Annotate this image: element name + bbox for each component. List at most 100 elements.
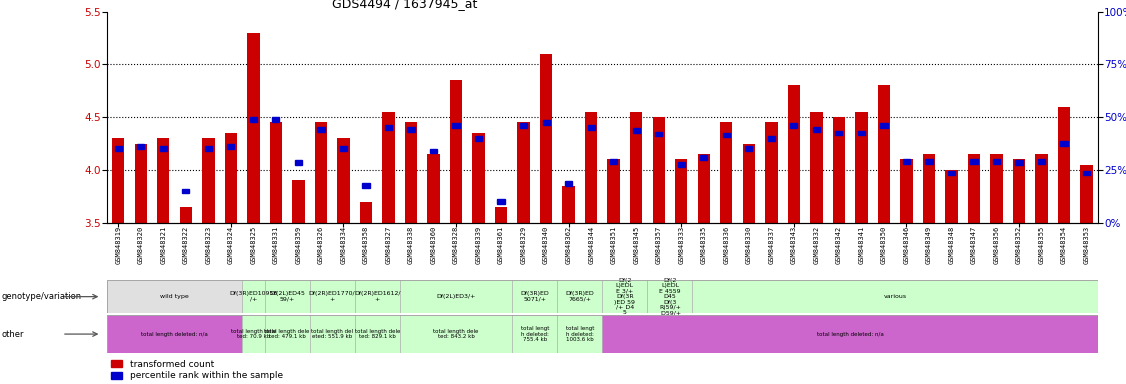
Bar (993, 159, 1000, 164)
Bar (926, 159, 932, 164)
Bar (835, 131, 842, 135)
Bar (540, 54, 552, 223)
Bar (903, 159, 910, 164)
Text: GSM848324: GSM848324 (227, 226, 234, 264)
Bar (766, 122, 778, 223)
Bar (113, 138, 124, 223)
Text: GSM848343: GSM848343 (790, 226, 797, 264)
Text: GSM848327: GSM848327 (385, 226, 392, 264)
Text: GSM848336: GSM848336 (723, 226, 730, 264)
Text: Df(2R)ED1770/
+: Df(2R)ED1770/ + (309, 291, 356, 302)
Bar (318, 127, 324, 132)
Bar (948, 171, 955, 175)
Bar (203, 138, 215, 223)
Bar (858, 131, 865, 135)
Bar (225, 133, 236, 223)
Text: GSM848331: GSM848331 (272, 226, 279, 264)
Bar (518, 122, 530, 223)
Text: total length dele
ted: 843.2 kb: total length dele ted: 843.2 kb (434, 329, 479, 339)
Text: GSM848358: GSM848358 (363, 226, 369, 264)
Bar (400, 280, 512, 313)
Text: Df(2
L)EDL
E 4559
D45
Df(3
R)59/+
 D59/+: Df(2 L)EDL E 4559 D45 Df(3 R)59/+ D59/+ (659, 278, 681, 315)
Bar (1058, 107, 1070, 223)
Text: GSM848349: GSM848349 (926, 226, 932, 264)
Bar (310, 280, 355, 313)
Bar (676, 159, 687, 223)
Bar (1016, 160, 1022, 165)
Bar (158, 138, 169, 223)
Text: GSM848341: GSM848341 (858, 226, 865, 264)
Text: GSM848322: GSM848322 (182, 226, 189, 264)
Bar (338, 138, 349, 223)
Bar (400, 315, 512, 353)
Bar (453, 123, 459, 128)
Bar (602, 315, 1098, 353)
Bar (678, 162, 685, 167)
Bar (355, 280, 400, 313)
Text: Df(3R)ED10953
/+: Df(3R)ED10953 /+ (230, 291, 277, 302)
Text: GSM848361: GSM848361 (498, 226, 504, 264)
Text: GSM848345: GSM848345 (633, 226, 640, 264)
Text: total length dele
ted: 829.1 kb: total length dele ted: 829.1 kb (355, 329, 400, 339)
Bar (135, 144, 146, 223)
Bar (182, 189, 189, 194)
Bar (768, 136, 775, 141)
Text: GSM848348: GSM848348 (948, 226, 955, 264)
Text: genotype/variation: genotype/variation (1, 292, 81, 301)
Title: GDS4494 / 1637945_at: GDS4494 / 1637945_at (331, 0, 477, 10)
Bar (968, 154, 980, 223)
Text: GSM848344: GSM848344 (588, 226, 595, 264)
Text: Df(2R)ED1612/
+: Df(2R)ED1612/ + (354, 291, 401, 302)
Text: total length deleted: n/a: total length deleted: n/a (816, 331, 884, 337)
Bar (265, 315, 310, 353)
Text: GSM848320: GSM848320 (137, 226, 144, 264)
Text: Df(2L)ED45
59/+: Df(2L)ED45 59/+ (269, 291, 305, 302)
Bar (314, 122, 328, 223)
Bar (383, 112, 395, 223)
Bar (692, 280, 1098, 313)
Bar (1083, 171, 1090, 175)
Text: other: other (1, 329, 24, 339)
Text: GSM848321: GSM848321 (160, 226, 167, 264)
Bar (557, 280, 602, 313)
Bar (475, 136, 482, 141)
Bar (557, 315, 602, 353)
Bar (450, 80, 463, 223)
Bar (721, 122, 732, 223)
Bar (310, 315, 355, 353)
Bar (608, 159, 619, 223)
Text: GSM848337: GSM848337 (768, 226, 775, 264)
Bar (160, 146, 167, 151)
Bar (923, 154, 935, 223)
Bar (265, 280, 310, 313)
Bar (205, 146, 212, 151)
Text: total lengt
h deleted:
755.4 kb: total lengt h deleted: 755.4 kb (520, 326, 549, 342)
Bar (901, 159, 913, 223)
Text: GSM848352: GSM848352 (1016, 226, 1022, 264)
Text: total lengt
h deleted:
1003.6 kb: total lengt h deleted: 1003.6 kb (565, 326, 595, 342)
Text: GSM848351: GSM848351 (610, 226, 617, 264)
Bar (363, 184, 369, 188)
Text: GSM848356: GSM848356 (993, 226, 1000, 264)
Text: GSM848339: GSM848339 (475, 226, 482, 264)
Bar (588, 125, 595, 130)
Text: GSM848319: GSM848319 (115, 226, 122, 264)
Bar (295, 160, 302, 165)
Text: GSM848359: GSM848359 (295, 226, 302, 264)
Text: total length deleted: n/a: total length deleted: n/a (141, 331, 208, 337)
Bar (520, 123, 527, 128)
Text: GSM848355: GSM848355 (1038, 226, 1045, 264)
Text: GSM848360: GSM848360 (430, 226, 437, 264)
Text: total length dele
ted: 479.1 kb: total length dele ted: 479.1 kb (265, 329, 310, 339)
Bar (813, 127, 820, 132)
Bar (833, 117, 844, 223)
Bar (698, 154, 711, 223)
Bar (498, 199, 504, 204)
Text: GSM848354: GSM848354 (1061, 226, 1067, 264)
Text: GSM848353: GSM848353 (1083, 226, 1090, 264)
Text: GSM848334: GSM848334 (340, 226, 347, 264)
Text: various: various (884, 294, 906, 299)
Bar (647, 280, 692, 313)
Bar (633, 129, 640, 133)
Text: wild type: wild type (160, 294, 189, 299)
